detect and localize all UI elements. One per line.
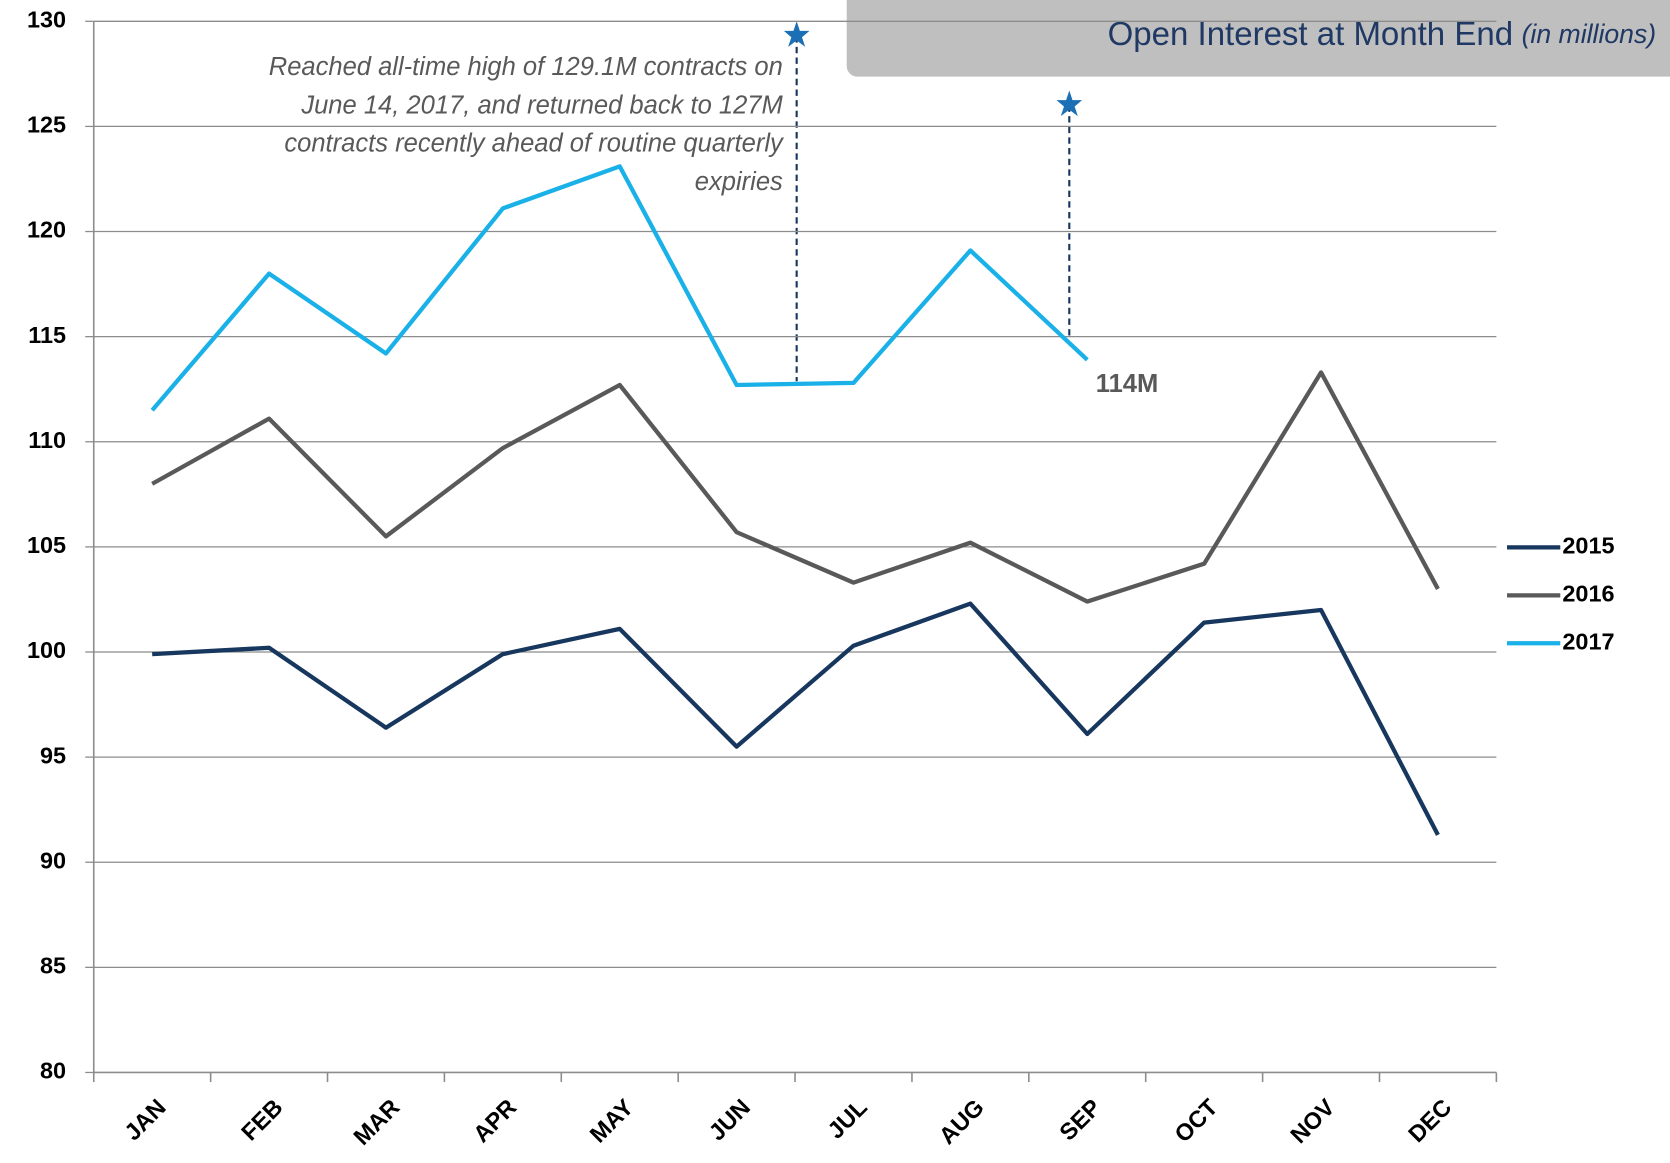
annotation: Reached all-time high of 129.1M contract… <box>269 53 783 81</box>
y-tick-label: 85 <box>40 953 66 979</box>
x-tick-label: JUN <box>704 1094 756 1146</box>
title-text: Open Interest at Month End <box>1108 15 1513 52</box>
y-tick-label: 100 <box>27 637 66 663</box>
y-tick-label: 80 <box>40 1058 66 1084</box>
series-line <box>150 164 1089 412</box>
y-tick-label: 110 <box>28 427 66 453</box>
y-tick-label: 105 <box>27 532 66 558</box>
y-tick-label: 125 <box>27 112 66 138</box>
series-line <box>152 601 1440 836</box>
x-tick-label: FEB <box>236 1094 288 1146</box>
chart-title: Open Interest at Month End (in millions) <box>1108 15 1656 52</box>
x-tick-label: OCT <box>1169 1093 1223 1147</box>
series-line <box>151 370 1440 604</box>
y-tick-label: 130 <box>27 6 66 32</box>
y-tick-label: 115 <box>28 322 66 348</box>
x-tick-label: DEC <box>1403 1094 1456 1147</box>
x-tick-label: NOV <box>1285 1094 1340 1149</box>
data-label: 114M <box>1096 370 1159 398</box>
star <box>783 21 810 47</box>
x-tick-label: MAR <box>348 1094 404 1150</box>
x-tick-label: JUL <box>822 1094 872 1144</box>
x-tick-label: APR <box>468 1094 521 1147</box>
x-tick-label: JAN <box>119 1094 171 1146</box>
legend-label: 2015 <box>1562 533 1614 559</box>
legend-label: 2017 <box>1562 628 1614 654</box>
y-tick-label: 120 <box>27 217 66 243</box>
subtitle-text: (in millions) <box>1522 19 1657 49</box>
x-tick-label: SEP <box>1054 1094 1106 1146</box>
annotation: June 14, 2017, and returned back to 127M <box>300 91 783 119</box>
x-tick-label: AUG <box>934 1094 989 1149</box>
star <box>1056 90 1083 117</box>
y-tick-label: 95 <box>40 742 66 768</box>
annotation: expiries <box>695 168 783 196</box>
annotation: contracts recently ahead of routine quar… <box>284 130 785 158</box>
y-tick-label: 90 <box>40 847 66 873</box>
title-box <box>846 0 1670 77</box>
legend-label: 2016 <box>1562 581 1614 607</box>
x-tick-label: MAY <box>585 1094 639 1148</box>
